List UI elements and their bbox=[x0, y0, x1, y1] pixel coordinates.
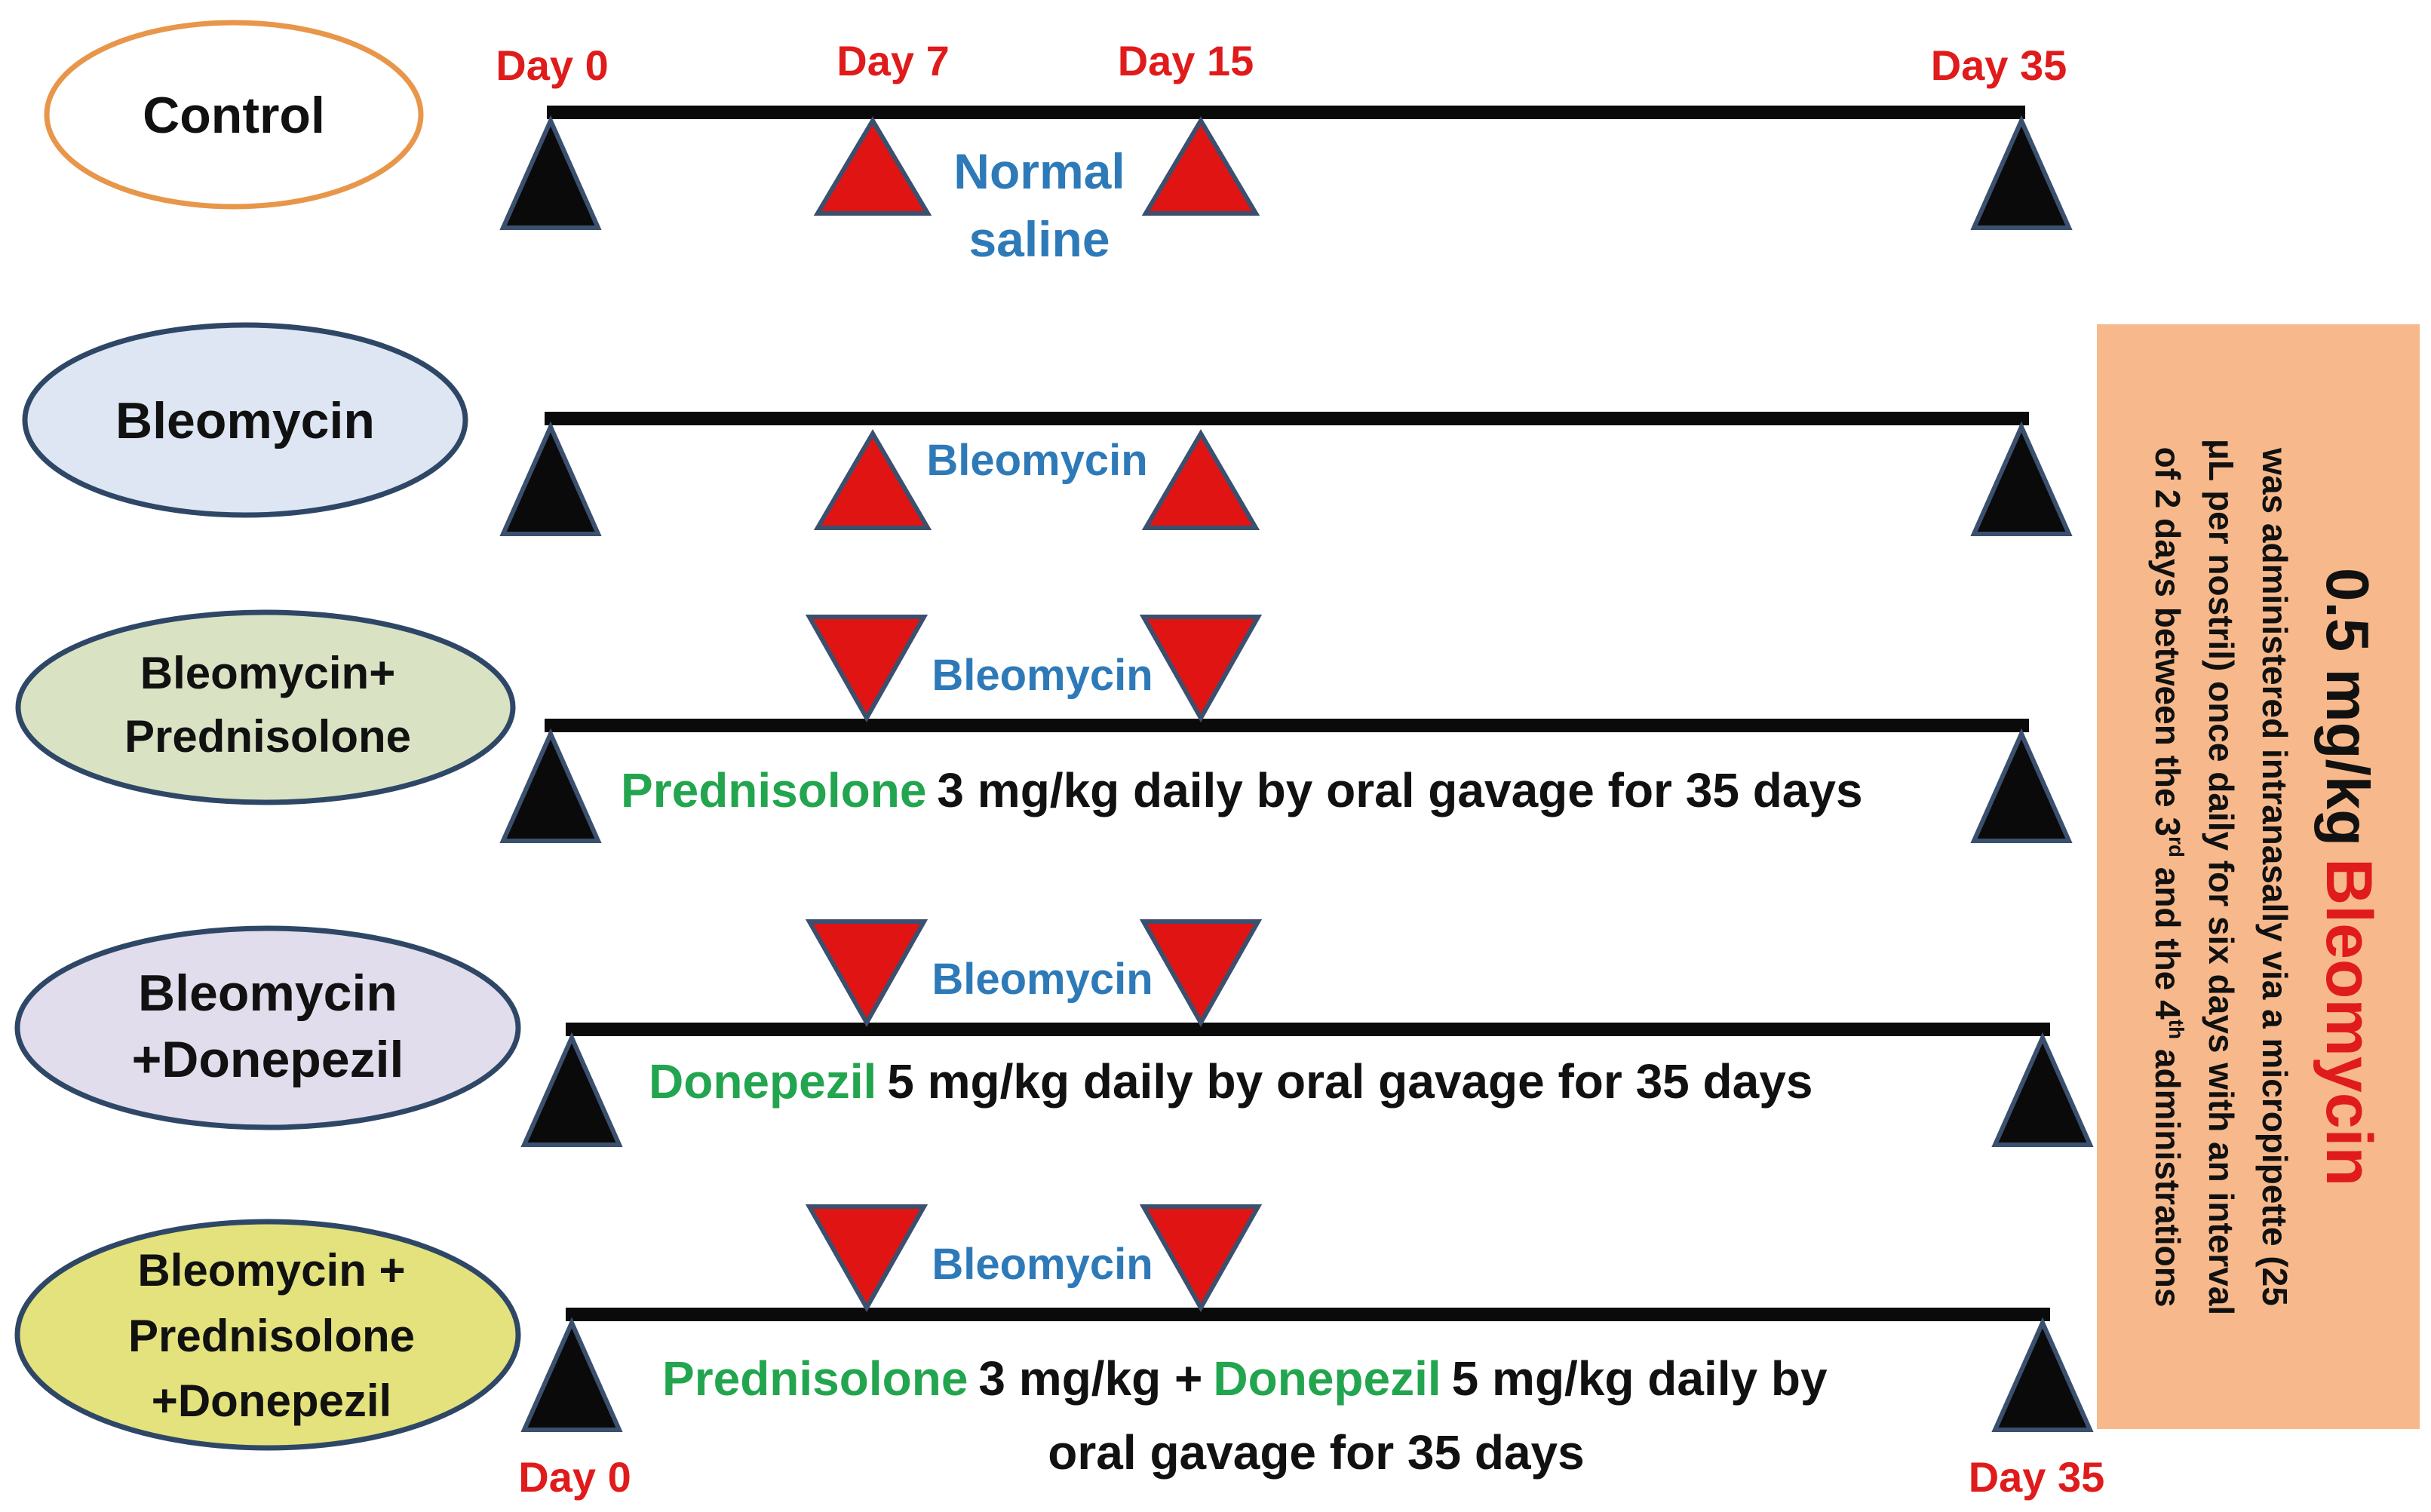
day-7-dose-marker bbox=[805, 615, 929, 723]
bleo-done-label-line2: +Donepezil bbox=[132, 1031, 404, 1088]
note-line3-c: administrations bbox=[2148, 1039, 2187, 1307]
day-0-marker bbox=[499, 421, 602, 536]
bleo-pred-done-label-line2: Prednisolone bbox=[128, 1311, 415, 1361]
bleomycin-label: Bleomycin bbox=[115, 392, 375, 449]
normal-saline-label-line2: saline bbox=[968, 211, 1110, 267]
bleo-pred-ellipse bbox=[15, 609, 516, 805]
bleo-pred-label-line2: Prednisolone bbox=[124, 711, 411, 762]
donepezil-dose-text: 5 mg/kg daily by oral gavage for 35 days bbox=[887, 1054, 1813, 1109]
bleomycin-dose-label: Bleomycin bbox=[926, 436, 1147, 485]
day-0-marker bbox=[499, 728, 602, 843]
bleo-pred-done-label-line1: Bleomycin + bbox=[137, 1245, 405, 1296]
timeline-bleomycin-prednisolone-donepezil: Bleomycin Prednisolone 3 mg/kg + Donepezil… bbox=[520, 1204, 2094, 1480]
note-dose: 0.5 mg/kg bbox=[2314, 568, 2381, 846]
control-label: Control bbox=[143, 87, 325, 144]
prednisolone-regimen: Prednisolone 3 mg/kg daily by oral gavage… bbox=[621, 763, 1863, 817]
group-bleomycin-prednisolone-donepezil: Bleomycin + Prednisolone +Donepezil bbox=[14, 1219, 521, 1451]
note-line1: was administered intranasally via a micr… bbox=[2255, 447, 2294, 1306]
note-line3-b: and the 4 bbox=[2148, 857, 2187, 1020]
day-7-dose-marker bbox=[805, 1204, 929, 1313]
bleo-done-ellipse bbox=[14, 925, 521, 1130]
combo-prednisolone-dose: 3 mg/kg + bbox=[978, 1351, 1202, 1406]
donepezil-regimen: Donepezil 5 mg/kg daily by oral gavage fo… bbox=[649, 1054, 1813, 1109]
bleomycin-ellipse bbox=[22, 322, 468, 518]
timeline-bleomycin-donepezil: Bleomycin Donepezil 5 mg/kg daily by oral… bbox=[520, 919, 2094, 1147]
bleo-done-label-line1: Bleomycin bbox=[138, 965, 397, 1022]
day-0-label-top: Day 0 bbox=[496, 41, 608, 89]
prednisolone-dose-text: 3 mg/kg daily by oral gavage for 35 days bbox=[937, 763, 1862, 817]
day-15-dose-marker bbox=[1139, 1204, 1263, 1313]
bleo-pred-label-line1: Bleomycin+ bbox=[140, 648, 395, 698]
bleomycin-protocol-note: 0.5 mg/kg Bleomycin was administered intr… bbox=[2097, 324, 2420, 1429]
day-35-marker bbox=[1970, 728, 2073, 843]
prednisolone-name: Prednisolone bbox=[621, 763, 926, 817]
day-7-dose-marker bbox=[813, 116, 932, 216]
note-title: 0.5 mg/kg Bleomycin bbox=[2313, 568, 2385, 1186]
day-15-dose-marker bbox=[1139, 919, 1263, 1028]
combination-regimen-line1: Prednisolone 3 mg/kg + Donepezil 5 mg/kg da… bbox=[662, 1351, 1828, 1406]
day-35-marker bbox=[1991, 1317, 2094, 1432]
combo-prednisolone-name: Prednisolone bbox=[662, 1351, 968, 1406]
note-box bbox=[2097, 324, 2420, 1429]
note-sup-th: th bbox=[2165, 1020, 2188, 1039]
day-0-marker bbox=[520, 1032, 623, 1147]
timeline-bleomycin: Bleomycin bbox=[499, 412, 2073, 536]
group-control: Control bbox=[44, 20, 424, 210]
note-line2: μL per nostril) once daily for six days … bbox=[2202, 439, 2241, 1315]
day-35-label-bottom: Day 35 bbox=[1969, 1453, 2105, 1501]
note-line3: of 2 days between the 3rd and the 4th ad… bbox=[2148, 447, 2188, 1308]
group-bleomycin-prednisolone: Bleomycin+ Prednisolone bbox=[15, 609, 516, 805]
timeline-control: Normal saline bbox=[499, 106, 2073, 267]
combo-donepezil-name: Donepezil bbox=[1213, 1351, 1441, 1406]
day-7-label: Day 7 bbox=[836, 37, 949, 84]
group-bleomycin-donepezil: Bleomycin +Donepezil bbox=[14, 925, 521, 1130]
control-ellipse bbox=[44, 20, 424, 210]
day-15-dose-marker bbox=[1141, 429, 1260, 530]
day-35-marker bbox=[1991, 1032, 2094, 1147]
bleomycin-dose-label: Bleomycin bbox=[932, 651, 1153, 700]
day-35-marker bbox=[1970, 115, 2073, 230]
day-35-label-top: Day 35 bbox=[1931, 41, 2067, 89]
day-35-marker bbox=[1970, 421, 2073, 536]
day-7-dose-marker bbox=[813, 429, 932, 530]
combination-regimen-line2: oral gavage for 35 days bbox=[1048, 1425, 1584, 1480]
bleomycin-dose-label: Bleomycin bbox=[932, 1240, 1153, 1289]
bleo-pred-done-ellipse bbox=[14, 1219, 521, 1451]
day-15-dose-marker bbox=[1141, 116, 1260, 216]
day-15-dose-marker bbox=[1139, 615, 1263, 723]
combo-donepezil-dose: 5 mg/kg daily by bbox=[1452, 1351, 1828, 1406]
normal-saline-label-line1: Normal bbox=[953, 143, 1125, 199]
day-0-marker bbox=[499, 115, 602, 230]
day-0-marker bbox=[520, 1317, 623, 1432]
note-sup-rd: rd bbox=[2165, 836, 2188, 857]
day-7-dose-marker bbox=[805, 919, 929, 1028]
day-0-label-bottom: Day 0 bbox=[518, 1453, 631, 1501]
bleo-pred-done-label-line3: +Donepezil bbox=[152, 1376, 391, 1426]
timeline-bleomycin-prednisolone: Bleomycin Prednisolone 3 mg/kg daily by o… bbox=[499, 615, 2073, 843]
day-15-label: Day 15 bbox=[1118, 37, 1254, 84]
donepezil-name: Donepezil bbox=[649, 1054, 876, 1109]
note-line3-a: of 2 days between the 3 bbox=[2148, 447, 2187, 836]
note-drug: Bleomycin bbox=[2313, 858, 2385, 1186]
group-bleomycin: Bleomycin bbox=[22, 322, 468, 518]
bleomycin-dose-label: Bleomycin bbox=[932, 955, 1153, 1004]
